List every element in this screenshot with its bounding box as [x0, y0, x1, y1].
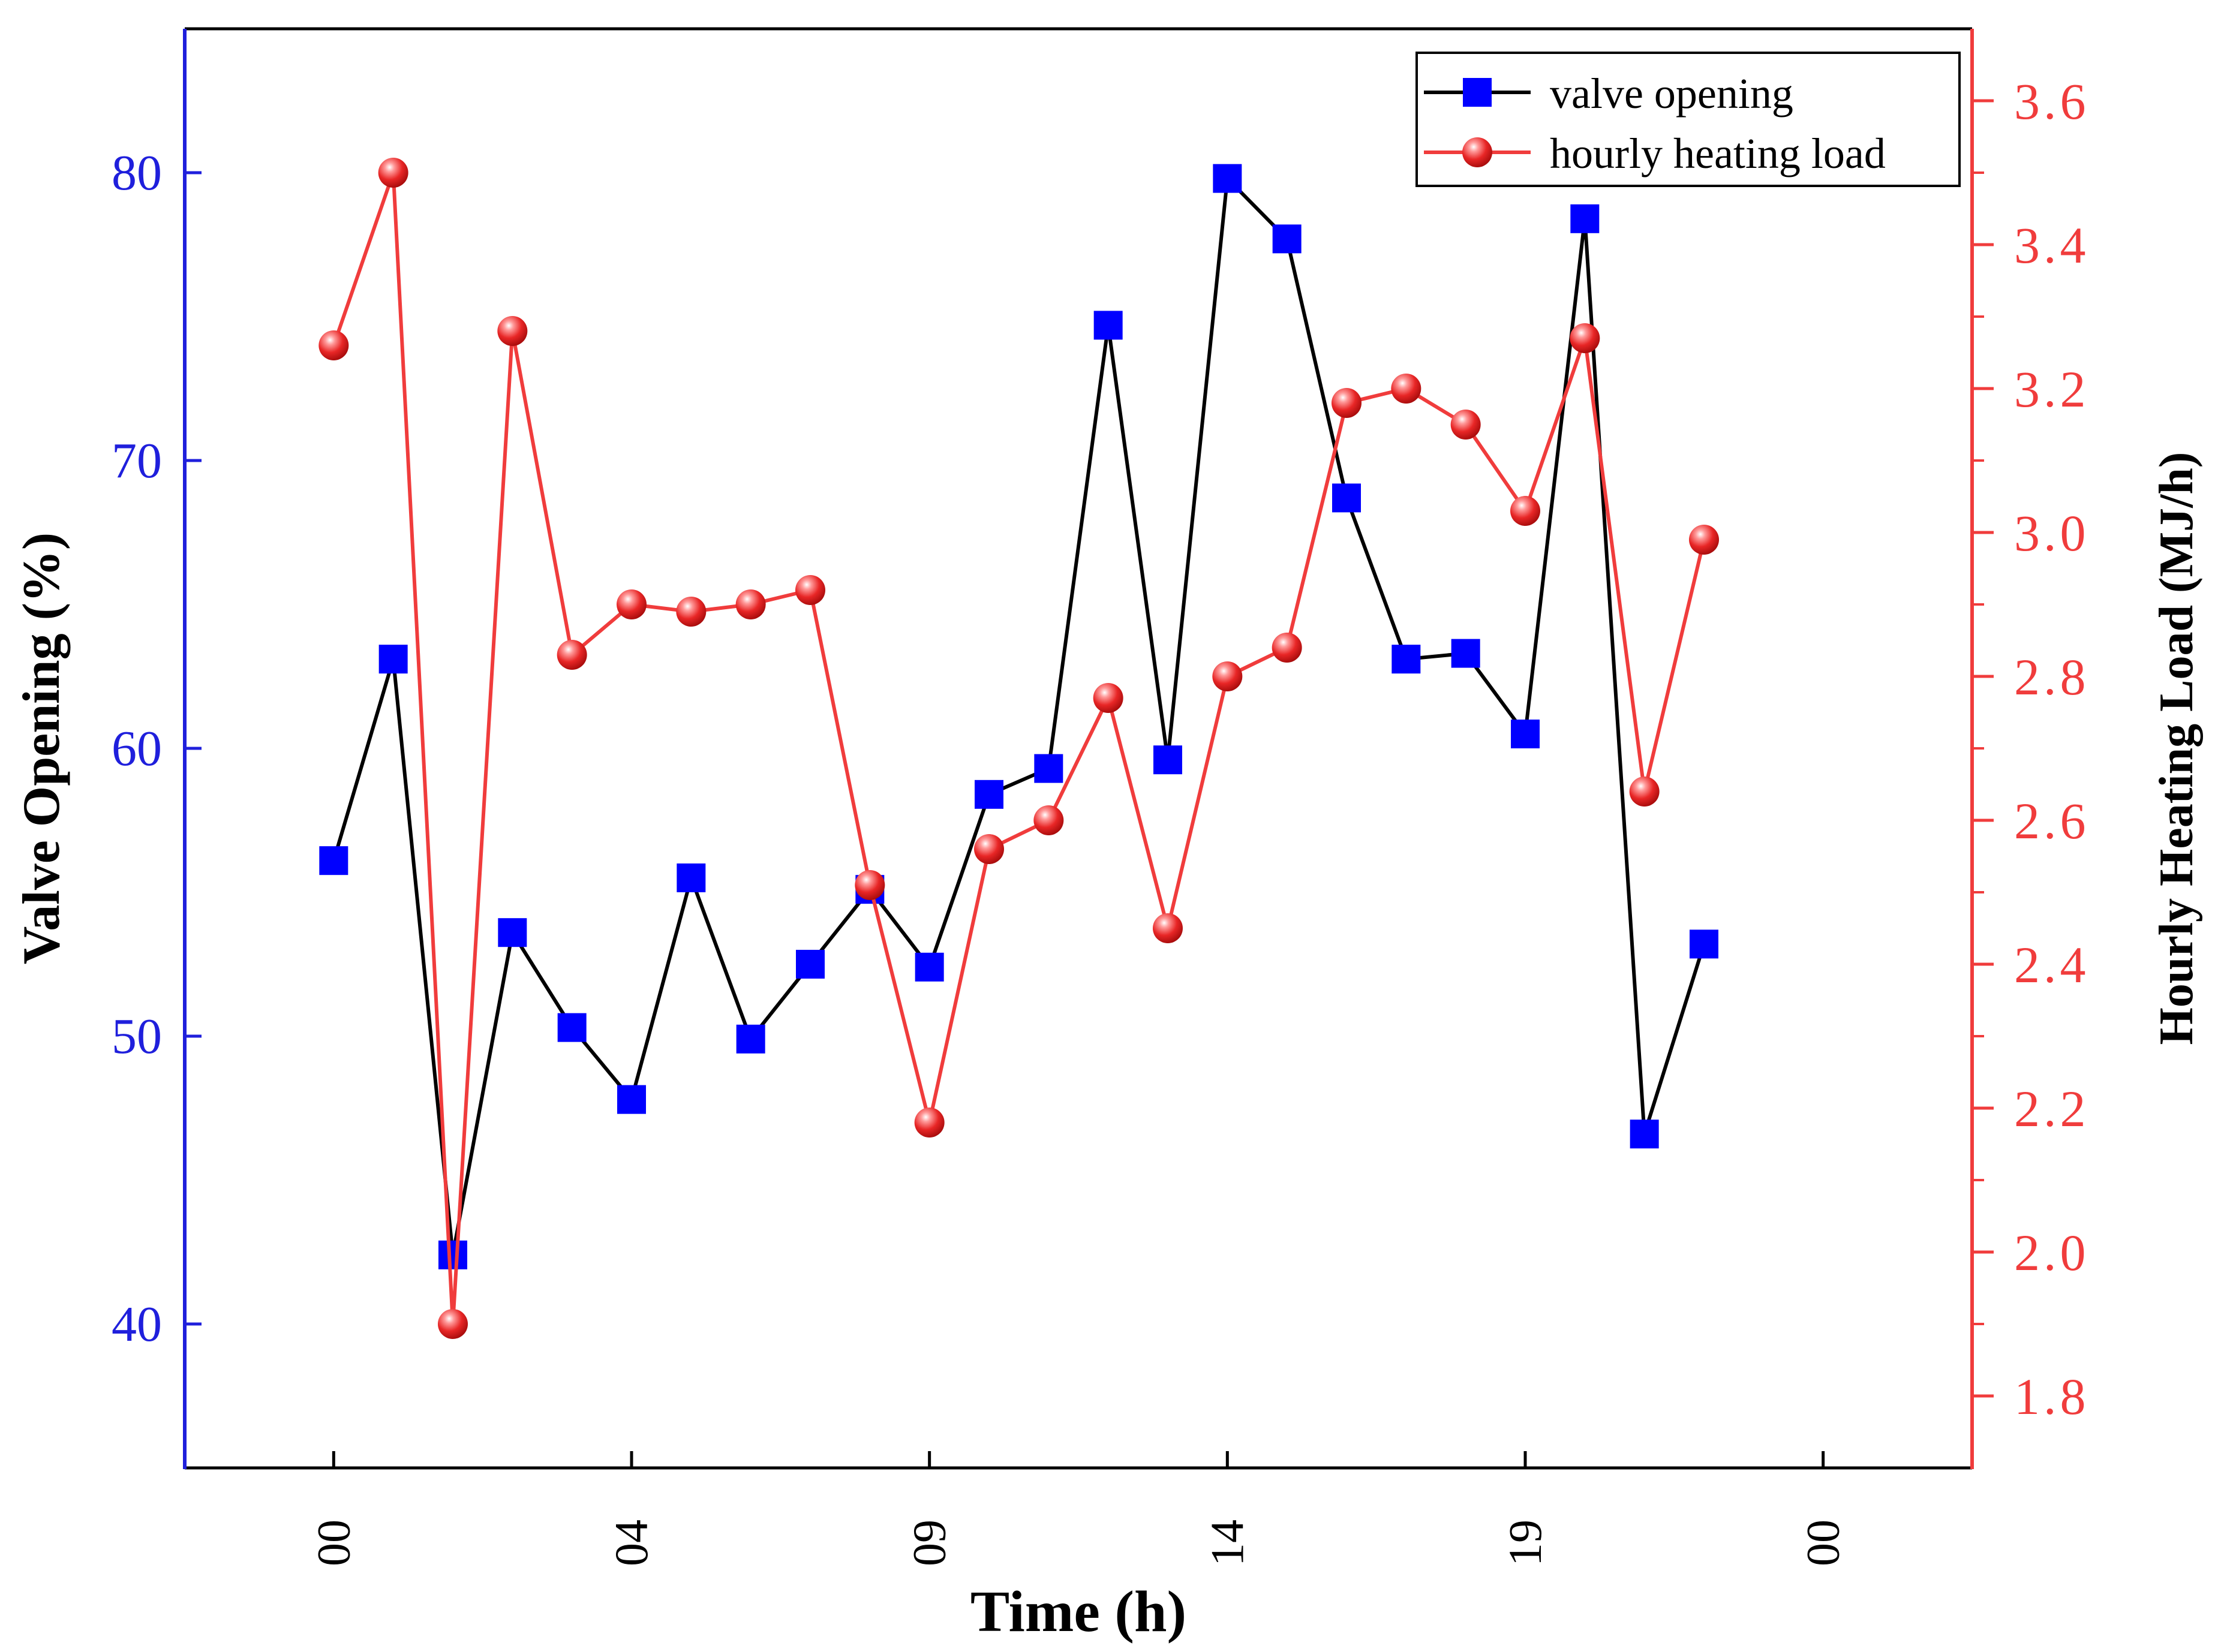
heating-load-point: [795, 575, 825, 605]
right-tick-label: 1.8: [2014, 1368, 2090, 1425]
valve-opening-point: [557, 1013, 587, 1042]
right-tick-label: 2.2: [2014, 1080, 2090, 1138]
right-tick-label: 2.0: [2014, 1224, 2090, 1281]
legend-heating-marker: [1462, 137, 1492, 167]
x-tick-label: 09: [903, 1519, 955, 1566]
left-tick-label: 60: [112, 721, 162, 777]
heating-load-point: [1391, 374, 1421, 404]
right-tick-label: 2.8: [2014, 648, 2090, 706]
valve-opening-point: [498, 918, 527, 947]
heating-load-point: [378, 158, 408, 188]
heating-load-point: [1212, 661, 1243, 691]
heating-load-point: [617, 589, 647, 619]
valve-opening-point: [1690, 929, 1718, 959]
legend-box: [1415, 52, 1961, 187]
heating-load-point: [438, 1309, 468, 1339]
valve-opening-point: [1391, 645, 1421, 674]
valve-opening-point: [796, 950, 825, 979]
heating-load-point: [1450, 410, 1481, 440]
right-tick-label: 2.6: [2014, 792, 2090, 850]
valve-opening-point: [1570, 204, 1600, 233]
valve-opening-point: [1272, 224, 1302, 254]
heating-load-point: [318, 330, 349, 360]
x-tick-label: 14: [1201, 1519, 1253, 1566]
valve-opening-point: [736, 1024, 765, 1054]
heating-load-point: [1153, 913, 1183, 943]
valve-opening-point: [677, 863, 706, 892]
heating-load-point: [676, 597, 707, 627]
valve-opening-point: [319, 846, 348, 875]
right-tick-label: 2.4: [2014, 936, 2090, 994]
left-tick-label: 50: [112, 1009, 162, 1064]
valve-opening-point: [1034, 754, 1063, 783]
valve-opening-point: [1213, 164, 1242, 193]
heating-load-point: [1570, 323, 1600, 353]
heating-load-point: [557, 640, 587, 670]
y-axis-left-title: Valve Opening (%): [13, 532, 71, 964]
left-tick-label: 80: [112, 145, 162, 201]
left-tick-label: 70: [112, 433, 162, 489]
valve-opening-point: [378, 645, 408, 674]
valve-opening-point: [1093, 311, 1123, 340]
x-tick-label: 00: [1797, 1519, 1849, 1566]
valve-opening-point: [617, 1085, 646, 1114]
heating-load-line: [332, 172, 1706, 1325]
right-tick-label: 3.2: [2014, 360, 2090, 418]
heating-load-point: [735, 589, 766, 619]
legend-heating-label: hourly heating load: [1550, 130, 1886, 177]
valve-opening-point: [915, 952, 944, 982]
legend-valve-label: valve opening: [1550, 70, 1793, 118]
valve-opening-point: [1451, 639, 1480, 668]
valve-opening-point: [1153, 745, 1182, 775]
heating-load-point: [1093, 683, 1123, 713]
heating-load-point: [1033, 805, 1064, 835]
x-axis-title: Time (h): [970, 1579, 1186, 1644]
right-tick-label: 3.0: [2014, 504, 2090, 562]
heating-load-point: [1332, 388, 1362, 418]
heating-load-point: [1510, 496, 1540, 526]
heating-load-point: [1629, 777, 1660, 807]
heating-load-point: [914, 1108, 945, 1138]
valve-opening-point: [438, 1240, 467, 1269]
left-tick-label: 40: [112, 1296, 162, 1352]
x-tick-label: 19: [1499, 1519, 1551, 1566]
x-tick-label: 04: [605, 1519, 657, 1566]
heating-load-point: [1272, 633, 1302, 663]
valve-opening-point: [1630, 1120, 1659, 1149]
right-tick-label: 3.4: [2014, 216, 2090, 274]
heating-load-point: [974, 834, 1004, 864]
heating-load-point: [855, 870, 885, 900]
valve-opening-line: [332, 174, 1706, 1256]
valve-opening-point: [975, 780, 1003, 809]
heating-load-point: [1689, 525, 1719, 555]
valve-opening-point: [1332, 483, 1361, 513]
y-axis-right-title: Hourly Heating Load (MJ/h): [2150, 452, 2203, 1045]
right-tick-label: 3.6: [2014, 73, 2090, 130]
heating-load-point: [497, 316, 528, 346]
valve-opening-point: [1511, 720, 1540, 748]
legend-valve-marker: [1463, 78, 1492, 107]
x-tick-label: 00: [307, 1519, 359, 1566]
